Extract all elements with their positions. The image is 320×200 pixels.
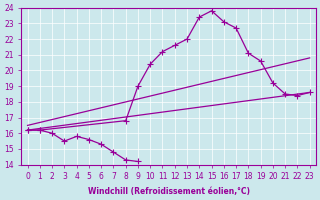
X-axis label: Windchill (Refroidissement éolien,°C): Windchill (Refroidissement éolien,°C) xyxy=(88,187,250,196)
